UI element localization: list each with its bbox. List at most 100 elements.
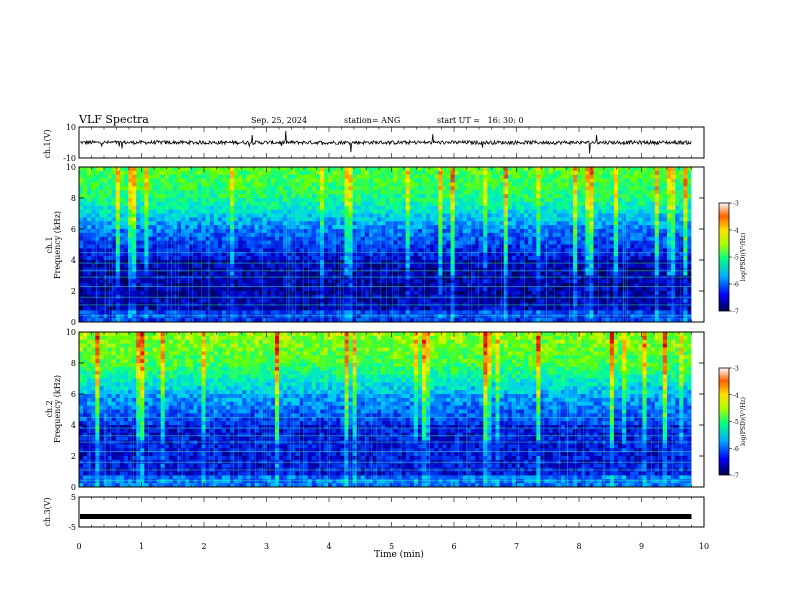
spectrogram-cell xyxy=(454,201,460,207)
spectrogram-cell xyxy=(324,186,329,191)
spectrogram-cell xyxy=(87,252,92,257)
spectrogram-cell xyxy=(128,271,133,276)
spectrogram-cell xyxy=(234,256,239,261)
spectrogram-cell xyxy=(458,279,464,284)
spectrogram-cell xyxy=(266,178,272,183)
spectrogram-cell xyxy=(189,194,194,199)
spectrogram-cell xyxy=(254,287,259,292)
spectrogram-cell xyxy=(650,194,656,199)
spectrogram-cell xyxy=(466,244,472,249)
spectrogram-cell xyxy=(454,244,460,249)
spectrogram-cell xyxy=(209,287,215,292)
spectrogram-cell xyxy=(197,170,202,176)
spectrogram-cell xyxy=(234,232,239,238)
spectrogram-cell xyxy=(409,275,415,280)
spectrogram-cell xyxy=(438,256,443,261)
spectrogram-cell xyxy=(185,186,190,191)
spectrogram-cell xyxy=(319,170,325,176)
spectrogram-cell xyxy=(642,271,647,276)
spectrogram-cell xyxy=(687,248,692,253)
spectrogram-cell xyxy=(270,225,276,230)
spectrogram-cell xyxy=(132,178,137,183)
spectrogram-cell xyxy=(189,174,194,179)
spectrogram-cell xyxy=(123,256,129,261)
spectrogram-cell xyxy=(626,194,631,199)
spectrogram-cell xyxy=(295,178,300,183)
spectrogram-cell xyxy=(250,287,255,292)
spectrogram-cell xyxy=(287,248,292,253)
spectrogram-cell xyxy=(667,244,672,249)
spectrogram-cell xyxy=(475,205,480,210)
spectrogram-cell xyxy=(246,263,251,269)
spectrogram-cell xyxy=(389,236,394,241)
spectrogram-cell xyxy=(667,240,672,245)
spectrogram-cell xyxy=(234,194,239,199)
spectrogram-cell xyxy=(144,213,149,218)
spectrogram-cell xyxy=(242,252,247,257)
spectrogram-cell xyxy=(266,205,272,210)
spectrogram-cell xyxy=(91,232,96,238)
spectrogram-cell xyxy=(311,198,317,203)
spectrogram-cell xyxy=(197,167,202,172)
spectrogram-cell xyxy=(556,256,562,261)
spectrogram-cell xyxy=(573,201,578,207)
spectrogram-cell xyxy=(140,209,145,214)
spectrogram-cell xyxy=(340,244,345,249)
spectrogram-cell xyxy=(205,240,210,245)
spectrogram-cell xyxy=(626,256,631,261)
spectrogram-cell xyxy=(201,267,206,272)
spectrogram-cell xyxy=(385,198,390,203)
spectrogram-cell xyxy=(115,267,121,272)
spectrogram-cell xyxy=(417,194,423,199)
spectrogram-cell xyxy=(495,229,500,234)
spectrogram-cell xyxy=(250,194,255,199)
spectrogram-cell xyxy=(270,205,276,210)
spectrogram-cell xyxy=(205,209,210,214)
spectrogram-cell xyxy=(442,205,447,210)
spectrogram-cell xyxy=(217,190,223,195)
spectrogram-cell xyxy=(242,201,247,207)
spectrogram-cell xyxy=(381,174,386,179)
spectrogram-cell xyxy=(393,174,398,179)
spectrogram-cell xyxy=(577,287,582,292)
spectrogram-cell xyxy=(340,252,345,257)
spectrogram-cell xyxy=(262,213,268,218)
spectrogram-cell xyxy=(483,271,488,276)
spectrogram-cell xyxy=(487,170,492,176)
spectrogram-cell xyxy=(450,170,455,176)
spectrogram-cell xyxy=(593,279,598,284)
spectrogram-cell xyxy=(446,217,451,222)
spectrogram-cell xyxy=(573,221,578,226)
spectrogram-cell xyxy=(283,248,288,253)
spectrogram-cell xyxy=(491,287,496,292)
spectrogram-cell xyxy=(528,170,533,176)
spectrogram-cell xyxy=(564,240,570,245)
spectrogram-cell xyxy=(287,232,292,238)
spectrogram-cell xyxy=(307,229,313,234)
spectrogram-cell xyxy=(634,229,639,234)
spectrogram-cell xyxy=(577,283,582,288)
spectrogram-cell xyxy=(373,283,378,288)
spectrogram-cell xyxy=(646,229,651,234)
spectrogram-cell xyxy=(177,260,182,265)
spectrogram-cell xyxy=(417,279,423,284)
spectrogram-cell xyxy=(642,190,647,195)
spectrogram-cell xyxy=(344,182,349,187)
spectrogram-cell xyxy=(128,252,133,257)
spectrogram-cell xyxy=(434,256,439,261)
spectrogram-cell xyxy=(381,170,386,176)
spectrogram-cell xyxy=(123,232,129,238)
spectrogram-cell xyxy=(144,240,149,245)
spectrogram-cell xyxy=(344,174,349,179)
spectrogram-cell xyxy=(552,186,558,191)
spectrogram-cell xyxy=(515,201,521,207)
spectrogram-cell xyxy=(344,267,349,272)
spectrogram-cell xyxy=(303,213,308,218)
spectrogram-cell xyxy=(385,236,390,241)
spectrogram-cell xyxy=(226,186,231,191)
spectrogram-cell xyxy=(405,283,411,288)
spectrogram-cell xyxy=(581,229,586,234)
spectrogram-cell xyxy=(503,221,509,226)
spectrogram-cell xyxy=(471,229,476,234)
spectrogram-cell xyxy=(217,198,223,203)
